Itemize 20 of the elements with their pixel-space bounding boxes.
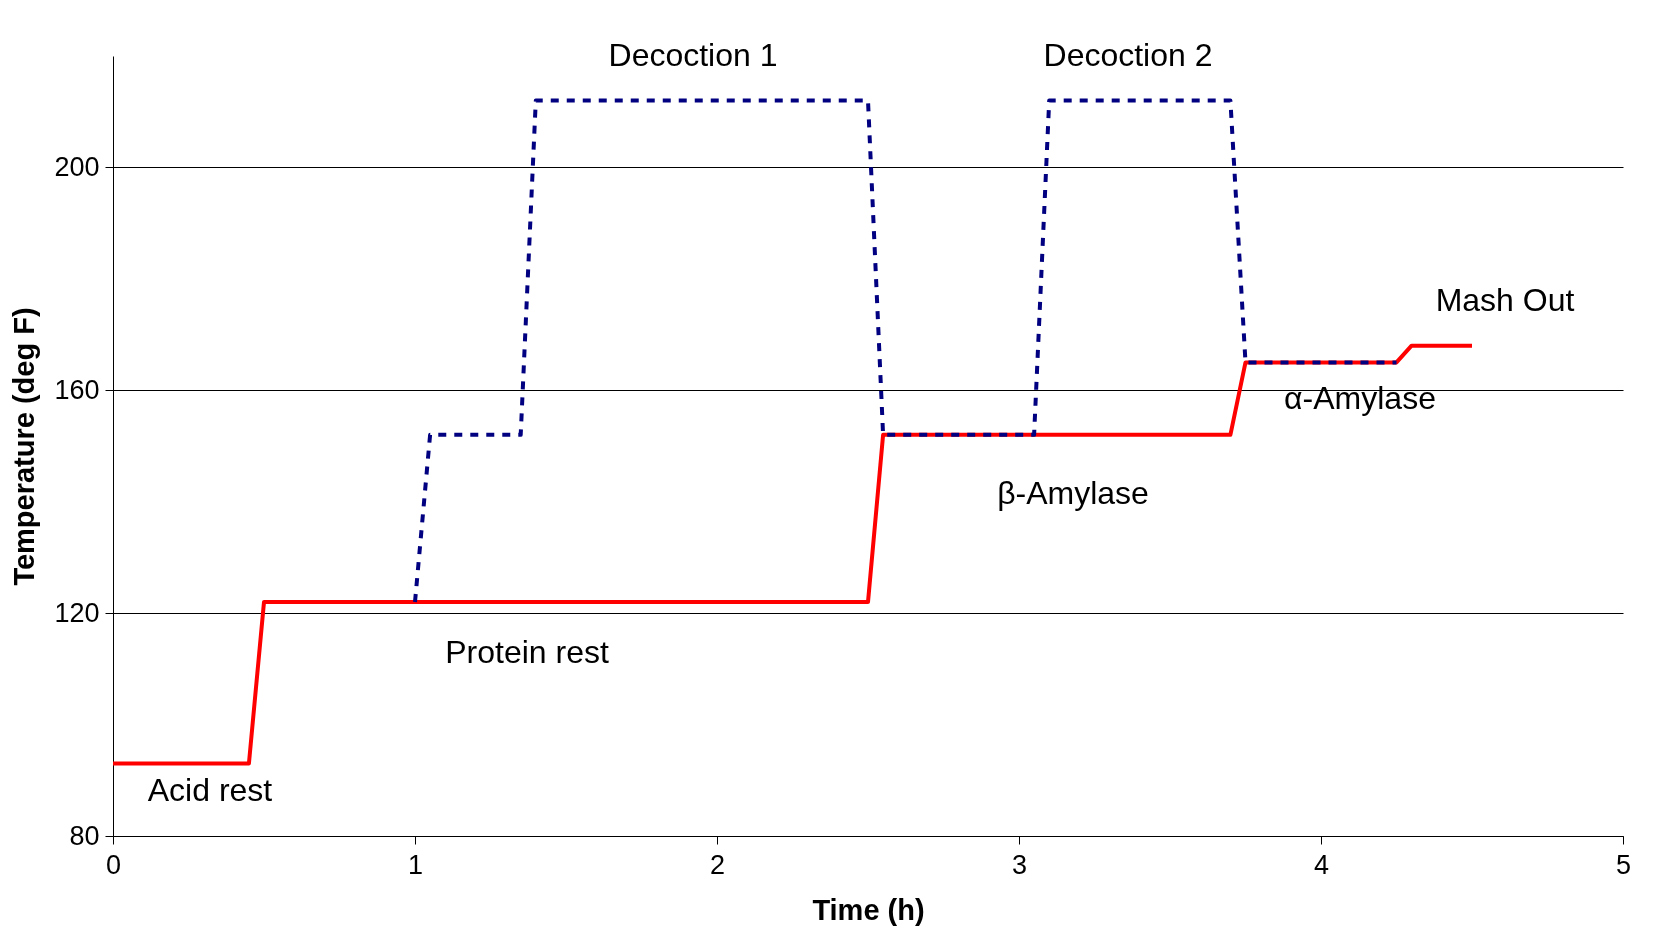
x-tick-label: 5 [1615,849,1632,880]
annotation: β-Amylase [997,475,1149,511]
y-tick-label: 160 [54,374,100,405]
annotation: α-Amylase [1284,380,1436,416]
x-tick-label: 0 [105,849,122,880]
annotation: Mash Out [1435,282,1575,318]
x-tick-label: 3 [1011,849,1028,880]
x-tick-label: 2 [709,849,726,880]
x-tick-label: 1 [407,849,424,880]
y-tick-label: 200 [54,151,100,182]
y-tick-label: 120 [54,597,100,628]
annotation: Protein rest [445,634,609,670]
annotation: Decoction 2 [1043,37,1213,73]
x-tick-label: 4 [1313,849,1330,880]
y-axis-title: Temperature (deg F) [8,307,41,586]
x-axis-title: Time (h) [812,893,925,926]
line-series [111,343,1474,766]
annotation: Acid rest [147,772,273,808]
annotation: Decoction 1 [608,37,778,73]
y-tick-label: 80 [69,820,100,851]
